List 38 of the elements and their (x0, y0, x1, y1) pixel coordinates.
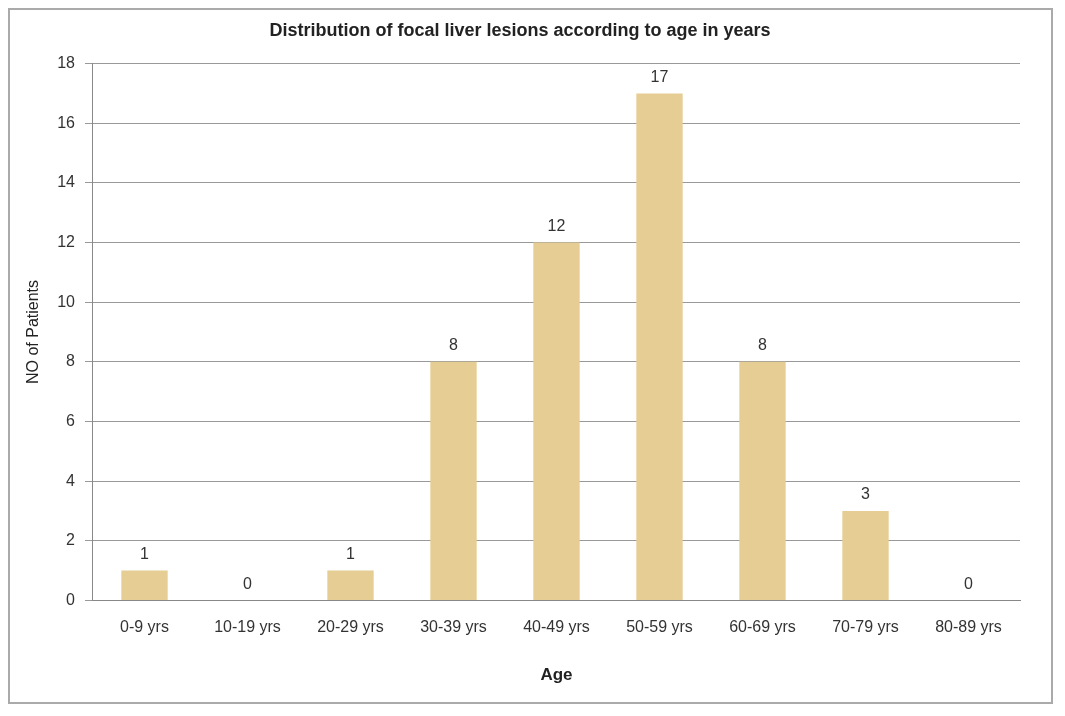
bar (739, 361, 786, 600)
y-axis-title: NO of Patients (24, 279, 42, 385)
y-tick-label: 18 (57, 54, 76, 72)
x-tick-label: 50-59 yrs (626, 618, 693, 636)
x-tick-label: 30-39 yrs (420, 618, 487, 636)
x-tick-label: 20-29 yrs (317, 618, 384, 636)
x-axis-title: Age (540, 665, 573, 685)
y-tick-label: 12 (57, 232, 76, 250)
chart-title: Distribution of focal liver lesions according to age in years (269, 19, 771, 40)
bar (121, 570, 168, 600)
x-tick-label: 60-69 yrs (729, 618, 796, 636)
data-label: 3 (861, 485, 871, 503)
data-label: 12 (547, 216, 566, 234)
bar (842, 510, 889, 600)
data-label: 1 (140, 544, 150, 562)
bar (327, 570, 374, 600)
x-tick-label: 70-79 yrs (832, 618, 899, 636)
bar (533, 242, 580, 600)
y-tick-label: 0 (66, 590, 76, 608)
data-label: 0 (964, 574, 974, 592)
x-tick-label: 40-49 yrs (523, 618, 590, 636)
y-tick-label: 10 (57, 292, 76, 310)
y-tick-label: 16 (57, 113, 76, 131)
data-label: 8 (449, 336, 459, 354)
y-tick-label: 4 (66, 471, 76, 489)
y-tick-label: 2 (66, 531, 76, 549)
x-tick-label: 0-9 yrs (120, 618, 169, 636)
x-tick-label: 10-19 yrs (214, 618, 281, 636)
data-label: 17 (650, 67, 669, 85)
y-tick-label: 8 (66, 352, 76, 370)
y-tick-label: 6 (66, 411, 76, 429)
x-tick-label: 80-89 yrs (935, 618, 1002, 636)
data-label: 8 (758, 336, 768, 354)
y-tick-label: 14 (57, 173, 76, 191)
bar (430, 361, 477, 600)
data-label: 1 (346, 544, 356, 562)
data-label: 0 (243, 574, 253, 592)
bar (636, 93, 683, 600)
